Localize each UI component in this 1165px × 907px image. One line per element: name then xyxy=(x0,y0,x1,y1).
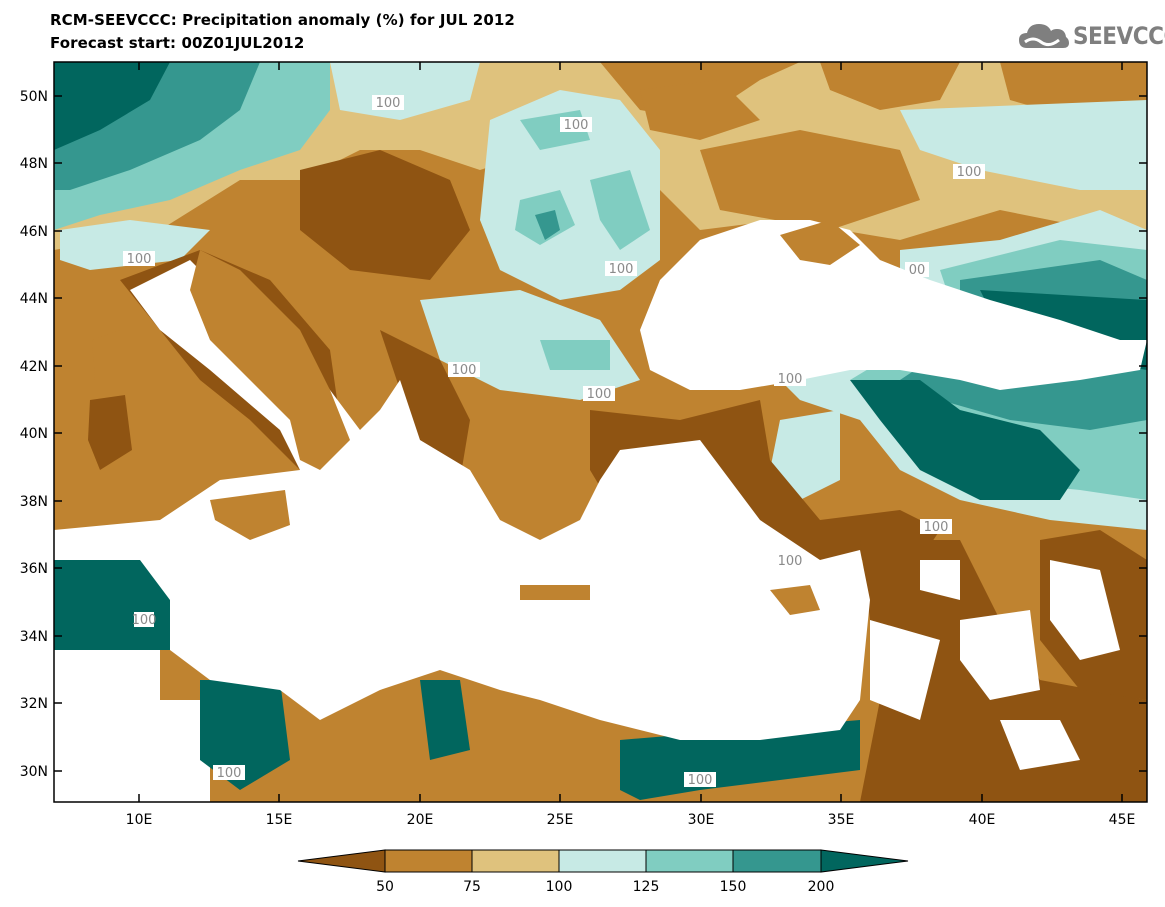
contour-labels: 100 100 100 100 100 00 100 100 100 100 1… xyxy=(123,95,985,788)
lon-label: 15E xyxy=(266,812,293,828)
lon-label: 30E xyxy=(688,812,715,828)
contour-label: 100 xyxy=(564,118,589,133)
contour-label: 100 xyxy=(587,387,612,402)
contour-label: 00 xyxy=(909,263,926,278)
lat-label: 30N xyxy=(20,764,48,780)
colorbar-segment xyxy=(732,849,822,873)
colorbar-label: 125 xyxy=(633,879,660,895)
cloud-icon xyxy=(1019,24,1069,48)
contour-label: 100 xyxy=(924,520,949,535)
lon-label: 40E xyxy=(969,812,996,828)
lat-label: 48N xyxy=(20,156,48,172)
lat-label: 50N xyxy=(20,89,48,105)
forecast-start-label: Forecast start: 00Z01JUL2012 xyxy=(50,34,305,52)
colorbar-label: 100 xyxy=(546,879,573,895)
contour-label: 100 xyxy=(132,613,157,628)
colorbar-label: 50 xyxy=(376,879,394,895)
lat-label: 40N xyxy=(20,426,48,442)
lat-label: 38N xyxy=(20,494,48,510)
anomaly-field xyxy=(54,62,1147,802)
colorbar-segment xyxy=(558,849,647,873)
logo-text: SEEVCCC xyxy=(1073,22,1165,50)
lat-label: 44N xyxy=(20,291,48,307)
contour-label: 100 xyxy=(688,773,713,788)
lat-label: 36N xyxy=(20,561,48,577)
lat-labels: 50N 48N 46N 44N 42N 40N 38N 36N 34N 32N … xyxy=(20,89,48,780)
lon-label: 20E xyxy=(407,812,434,828)
colorbar-segment xyxy=(297,849,386,873)
contour-label: 100 xyxy=(778,372,803,387)
lon-label: 35E xyxy=(828,812,855,828)
contour-label: 100 xyxy=(609,262,634,277)
contour-label: 100 xyxy=(376,96,401,111)
lon-label: 25E xyxy=(547,812,574,828)
colorbar-label: 75 xyxy=(463,879,481,895)
lon-labels: 10E 15E 20E 25E 30E 35E 40E 45E xyxy=(126,812,1136,828)
map-frame xyxy=(53,61,1148,803)
colorbar-label: 150 xyxy=(720,879,747,895)
lon-label: 10E xyxy=(126,812,153,828)
colorbar-label: 200 xyxy=(808,879,835,895)
contour-label: 100 xyxy=(957,165,982,180)
colorbar-segment xyxy=(384,849,473,873)
seevccc-logo: SEEVCCC xyxy=(1017,20,1165,52)
lat-label: 46N xyxy=(20,224,48,240)
contour-label: 100 xyxy=(217,766,242,781)
colorbar-segment xyxy=(645,849,734,873)
lon-label: 45E xyxy=(1109,812,1136,828)
lat-label: 32N xyxy=(20,696,48,712)
lat-ticks xyxy=(54,95,1147,772)
lat-label: 42N xyxy=(20,359,48,375)
colorbar: 50 75 100 125 150 200 xyxy=(297,849,909,895)
colorbar-segment xyxy=(820,849,909,873)
contour-label: 100 xyxy=(452,363,477,378)
contour-label: 100 xyxy=(778,554,803,569)
contour-label: 100 xyxy=(127,252,152,267)
lon-ticks xyxy=(138,62,1123,802)
colorbar-segment xyxy=(471,849,560,873)
lat-label: 34N xyxy=(20,629,48,645)
map-title: RCM-SEEVCCC: Precipitation anomaly (%) f… xyxy=(50,11,515,29)
